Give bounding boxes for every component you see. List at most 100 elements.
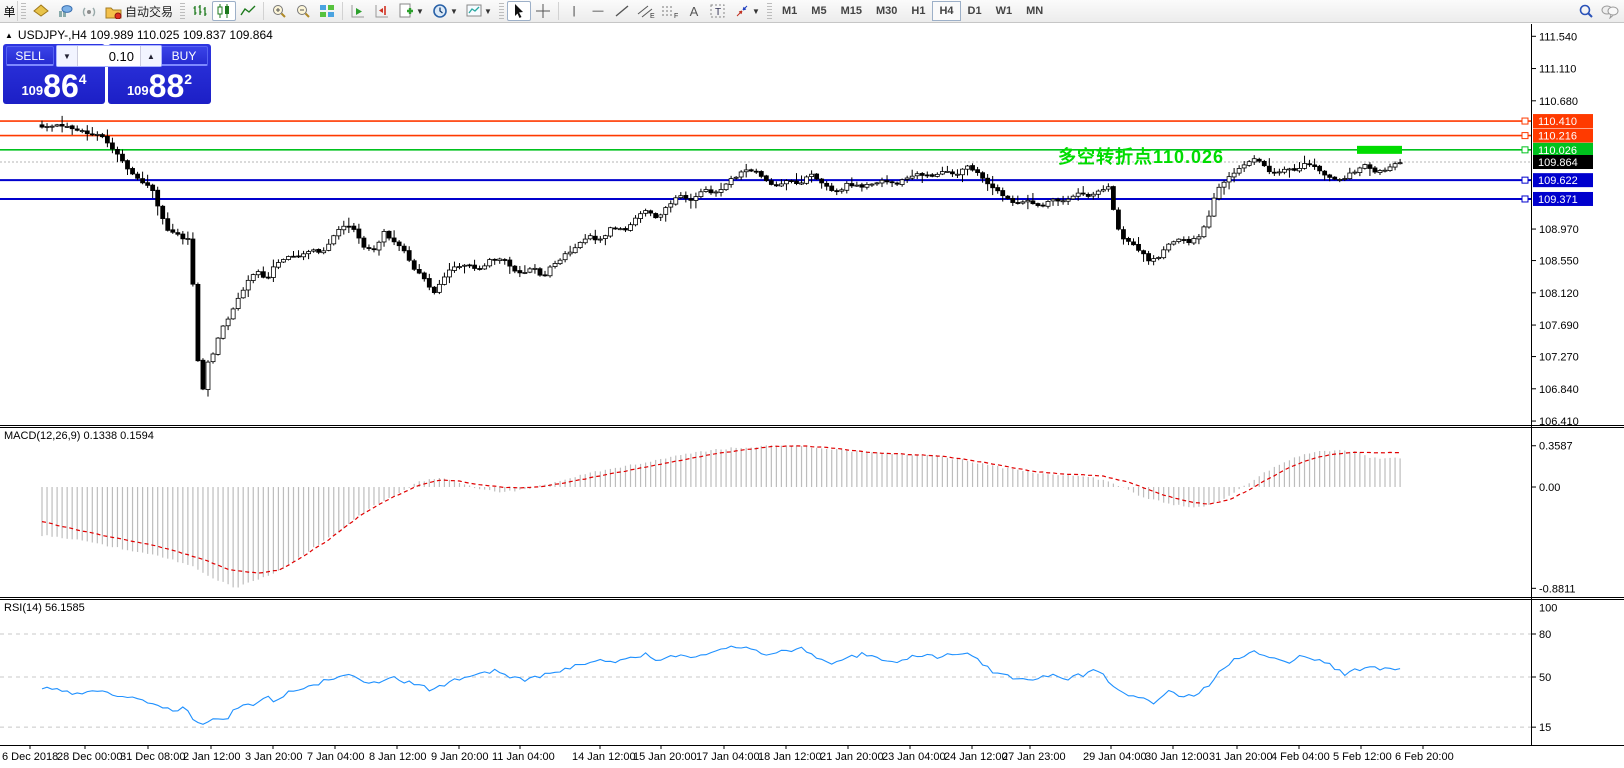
gold-order-icon[interactable] [29, 1, 53, 21]
level-handle[interactable] [1521, 195, 1529, 203]
pivot-annotation-text[interactable]: 多空转折点110.026 [1058, 147, 1225, 167]
zoom-in-icon[interactable] [267, 1, 291, 21]
line-chart-icon[interactable] [236, 1, 260, 21]
bid-price[interactable]: 109 86 4 [3, 66, 105, 104]
price-tag [1533, 173, 1593, 188]
periods-button[interactable]: ▼ [428, 1, 462, 21]
rsi-line [41, 645, 1401, 725]
level-handle[interactable] [1521, 176, 1529, 184]
macd-axis-label: -0.8811 [1539, 583, 1576, 595]
search-icon[interactable] [1574, 1, 1598, 21]
dropdown-caret-icon: ▼ [416, 6, 424, 16]
templates-button[interactable]: ▼ [462, 1, 496, 21]
bid-big-digits: 86 [43, 68, 79, 104]
horizontal-line-tool-icon[interactable]: — [592, 5, 604, 17]
chart-cloud-icon[interactable] [53, 1, 77, 21]
x-axis-label: 18 Jan 12:00 [758, 751, 822, 763]
channel-tool-icon[interactable]: E [634, 1, 658, 21]
tab-timeframe-m5[interactable]: M5 [811, 5, 827, 17]
sell-button[interactable]: SELL [6, 46, 54, 66]
rsi-pane: 80 50 15 100 [0, 602, 1557, 734]
text-tool-icon[interactable]: A [689, 3, 699, 19]
rsi-axis-label: 50 [1539, 672, 1551, 684]
x-axis-label: 5 Feb 12:00 [1333, 751, 1392, 763]
fibonacci-tool-icon[interactable]: F [658, 1, 682, 21]
tab-timeframe-d1[interactable]: D1 [967, 5, 982, 17]
price-axis-label: 106.410 [1539, 416, 1579, 428]
chart-window: 111.540 111.110 110.680 108.970 108.550 108.1… [0, 24, 1624, 768]
indicators-add-button[interactable]: ▼ [394, 1, 428, 21]
price-tag [1533, 155, 1593, 169]
tab-timeframe-h4[interactable]: H4 [932, 1, 961, 21]
auto-trading-label: 自动交易 [125, 4, 174, 19]
buy-button[interactable]: BUY [160, 46, 208, 66]
crosshair-tool-icon[interactable] [531, 1, 555, 21]
x-axis-label: 24 Jan 12:00 [944, 751, 1008, 763]
volume-increase-button[interactable]: ▲ [140, 46, 161, 66]
price-axis-label: 107.690 [1539, 320, 1579, 332]
price-tag-label: 109.622 [1538, 175, 1578, 187]
dropdown-caret-icon: ▼ [752, 6, 760, 16]
tab-timeframe-h1[interactable]: H1 [911, 5, 926, 17]
price-axis-label: 108.550 [1539, 256, 1579, 268]
tab-timeframe-m30[interactable]: M30 [875, 5, 898, 17]
price-tag [1533, 114, 1593, 129]
toolbar-grip [21, 3, 26, 19]
chart-title: USDJPY-,H4 109.989 110.025 109.837 109.8… [17, 28, 273, 42]
new-order-button[interactable]: 单 [2, 1, 18, 21]
tab-timeframe-w1[interactable]: W1 [995, 5, 1013, 17]
x-axis-label: 14 Jan 12:00 [572, 751, 636, 763]
rsi-axis-label: 15 [1539, 722, 1551, 734]
x-axis-label: 31 Jan 20:00 [1209, 751, 1273, 763]
tab-timeframe-m1[interactable]: M1 [782, 5, 798, 17]
signal-icon[interactable] [77, 1, 101, 21]
tab-timeframe-mn[interactable]: MN [1026, 5, 1044, 17]
macd-axis-label: 0.00 [1539, 482, 1560, 494]
chart-canvas[interactable]: 111.540 111.110 110.680 108.970 108.550 108.1… [0, 24, 1624, 768]
svg-text:F: F [674, 13, 678, 19]
x-axis-label: 6 Dec 2018 [2, 751, 58, 763]
volume-input[interactable] [78, 46, 140, 66]
x-axis-label: 2 Jan 12:00 [183, 751, 241, 763]
tile-windows-icon[interactable] [315, 1, 339, 21]
price-axis-label: 107.270 [1539, 352, 1579, 364]
x-axis-label: 29 Jan 04:00 [1083, 751, 1147, 763]
price-tag-label: 110.410 [1538, 116, 1577, 128]
highlight-level-box[interactable] [1357, 145, 1402, 154]
auto-scroll-icon[interactable] [346, 1, 370, 21]
vertical-line-tool-icon[interactable]: | [572, 5, 576, 17]
level-handle[interactable] [1521, 117, 1529, 125]
rsi-indicator-label: RSI(14) 56.1585 [4, 602, 85, 614]
ask-price[interactable]: 109 88 2 [108, 66, 211, 104]
x-axis-label: 8 Jan 12:00 [369, 751, 427, 763]
price-tag [1533, 142, 1593, 157]
trendline-tool-icon[interactable] [610, 1, 634, 21]
arrows-tool-button[interactable]: ▼ [730, 1, 764, 21]
x-axis-label: 4 Feb 04:00 [1271, 751, 1330, 763]
chart-shift-icon[interactable] [370, 1, 394, 21]
zoom-out-icon[interactable] [291, 1, 315, 21]
price-tag [1533, 128, 1593, 143]
auto-trading-button[interactable]: 自动交易 [101, 1, 177, 21]
chat-icon[interactable] [1598, 1, 1622, 21]
x-axis-label: 21 Jan 20:00 [820, 751, 884, 763]
bid-prefix: 109 [21, 83, 44, 98]
x-axis-label: 30 Jan 12:00 [1145, 751, 1209, 763]
text-label-tool-icon[interactable]: T [706, 1, 730, 21]
level-handle[interactable] [1521, 132, 1529, 140]
ask-prefix: 109 [126, 83, 149, 98]
macd-indicator-label: MACD(12,26,9) 0.1338 0.1594 [4, 430, 154, 442]
ask-big-digits: 88 [148, 68, 185, 104]
x-axis-label: 27 Jan 23:00 [1002, 751, 1066, 763]
level-handle[interactable] [1521, 146, 1529, 154]
cursor-tool-icon[interactable] [507, 1, 532, 21]
svg-text:E: E [650, 13, 655, 19]
tab-timeframe-m15[interactable]: M15 [840, 5, 862, 17]
volume-decrease-button[interactable]: ▼ [57, 46, 78, 66]
collapse-panel-arrow-icon[interactable]: ▲ [5, 30, 13, 40]
x-axis-label: 17 Jan 04:00 [696, 751, 760, 763]
bar-chart-icon[interactable] [188, 1, 212, 21]
candlestick-chart-icon[interactable] [212, 1, 237, 21]
